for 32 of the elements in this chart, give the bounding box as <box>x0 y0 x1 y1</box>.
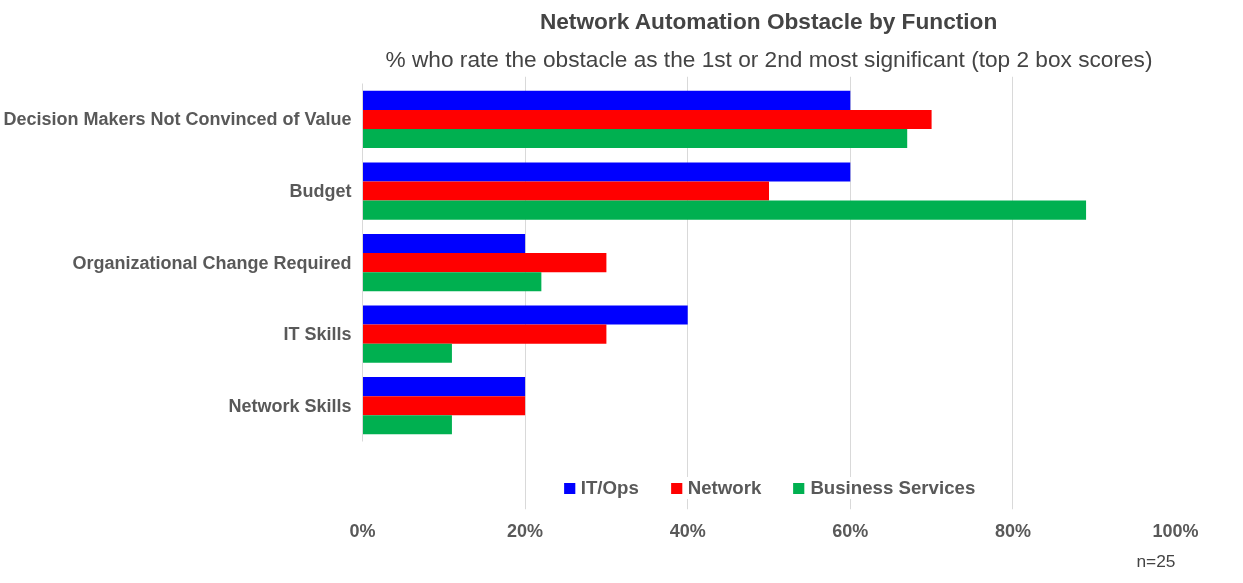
bar <box>362 162 851 182</box>
bar <box>362 90 851 110</box>
bar <box>362 324 607 344</box>
legend-label: Network <box>687 477 762 499</box>
x-tick-label: 100% <box>1152 520 1199 541</box>
legend-label: IT/Ops <box>580 477 639 499</box>
bar <box>362 415 452 435</box>
text: n=25 <box>1136 550 1176 571</box>
bar <box>362 305 688 325</box>
bar <box>362 233 526 254</box>
x-tick-label: 20% <box>507 520 544 541</box>
y-tick-label: IT Skills <box>283 324 352 345</box>
bar <box>362 396 526 416</box>
bar <box>362 272 542 292</box>
bar <box>362 200 1087 220</box>
bar <box>362 343 452 363</box>
y-tick-label: Budget <box>289 181 352 202</box>
bar <box>362 377 526 397</box>
chart-subtitle: % who rate the obstacle as the 1st or 2nd most significant (top 2 box scores) <box>385 45 1153 72</box>
y-tick-label: Organizational Change Required <box>72 252 352 273</box>
bar <box>362 181 769 201</box>
y-tick-label: Decision Makers Not Convinced of Value <box>3 109 352 130</box>
x-tick-label: 40% <box>669 520 706 541</box>
bar <box>362 128 908 149</box>
bar <box>362 253 607 273</box>
x-tick-label: 80% <box>994 520 1031 541</box>
bar <box>362 109 932 129</box>
legend-label: Business Services <box>810 477 976 499</box>
chart-title: Network Automation Obstacle by Function <box>539 7 998 34</box>
y-tick-label: Network Skills <box>228 395 352 416</box>
x-tick-label: 60% <box>832 520 869 541</box>
x-tick-label: 0% <box>349 520 376 541</box>
